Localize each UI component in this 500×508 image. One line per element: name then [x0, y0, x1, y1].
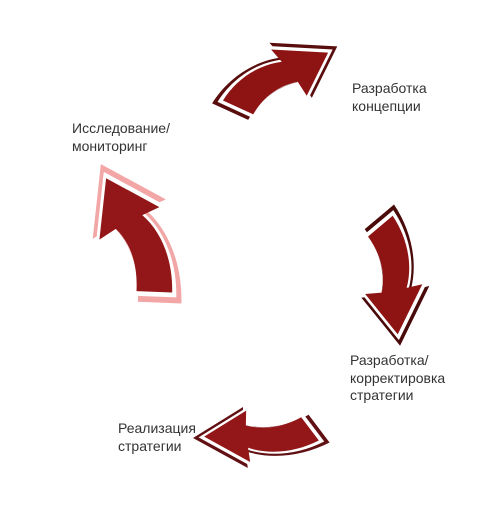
- cycle-diagram: Исследование/ мониторинг Разработка конц…: [0, 0, 500, 508]
- label-concept: Разработка концепции: [352, 80, 427, 115]
- arrow-research: [50, 155, 210, 330]
- arrow-concept: [205, 20, 355, 150]
- label-research: Исследование/ мониторинг: [72, 120, 170, 155]
- arrow-strategy-dev: [318, 200, 453, 350]
- label-strategy-impl: Реализация стратегии: [118, 420, 196, 455]
- arrow-strategy-impl: [190, 370, 335, 490]
- label-strategy-dev: Разработка/ корректировка стратегии: [350, 352, 445, 405]
